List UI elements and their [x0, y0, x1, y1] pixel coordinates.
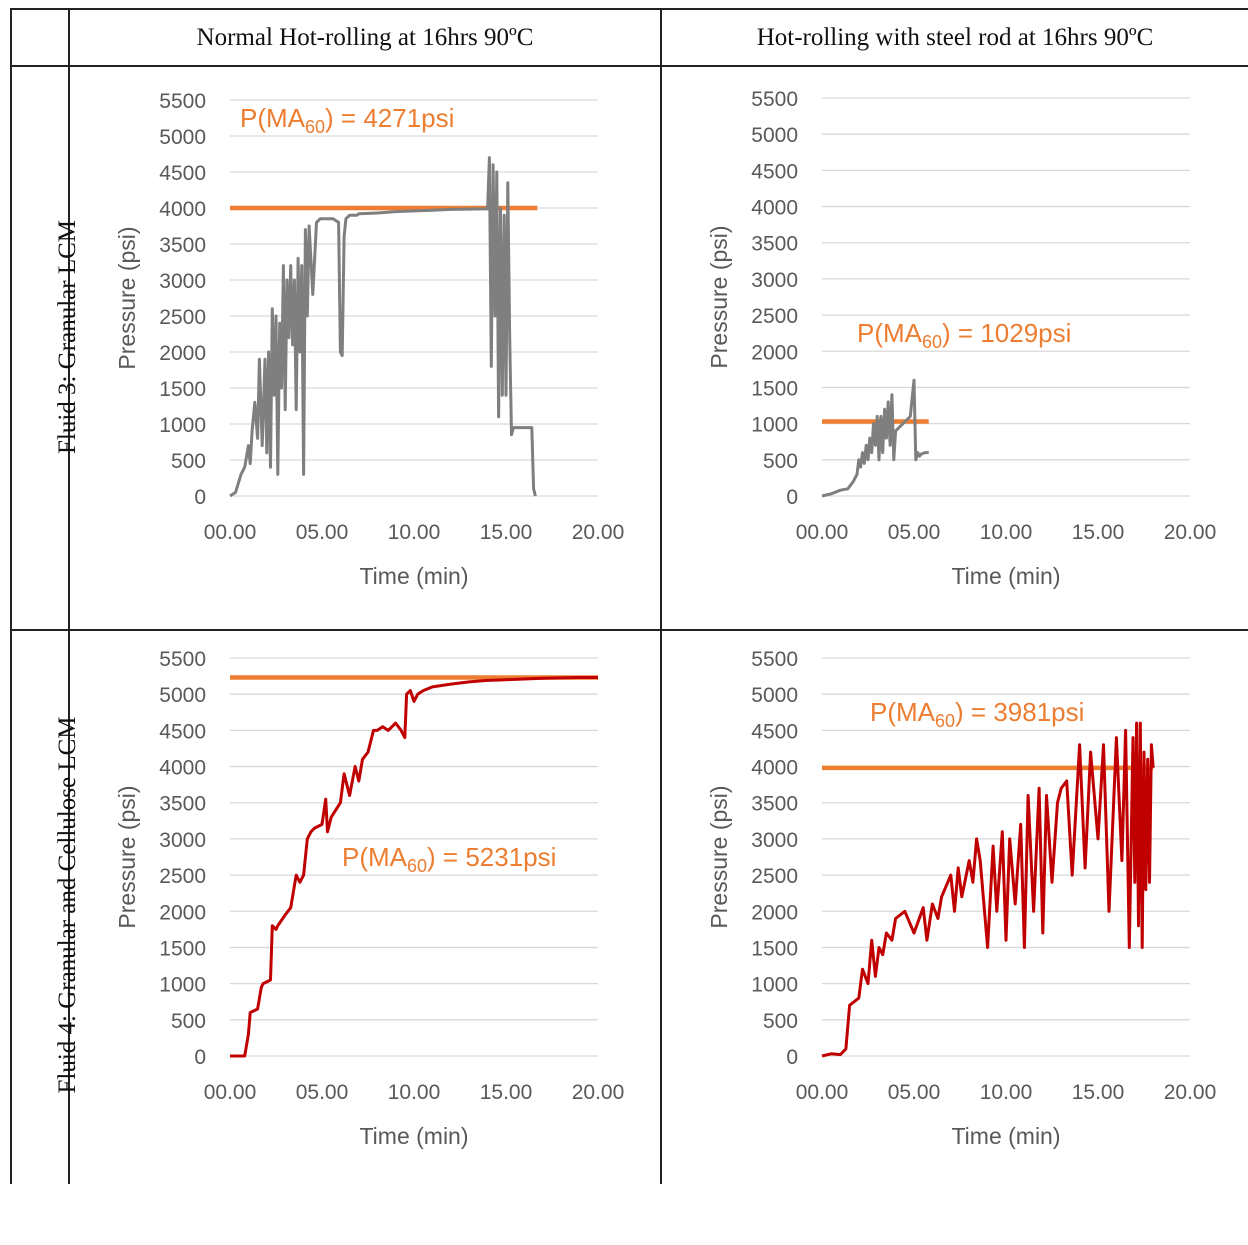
y-tick-label: 2000: [751, 901, 798, 924]
y-axis-title: Pressure (psi): [706, 785, 732, 928]
y-tick-label: 1500: [751, 937, 798, 960]
x-tick-label: 10.00: [980, 1081, 1033, 1104]
x-tick-label: 15.00: [1072, 521, 1125, 544]
y-tick-label: 5000: [751, 124, 798, 147]
y-tick-label: 500: [763, 450, 798, 473]
table-border-left: [10, 8, 12, 1184]
y-tick-label: 5000: [751, 684, 798, 707]
y-tick-label: 2500: [751, 305, 798, 328]
table-border-top: [10, 8, 1248, 10]
y-tick-label: 500: [763, 1010, 798, 1033]
y-tick-label: 0: [194, 486, 206, 509]
column-header-normal: Normal Hot-rolling at 16hrs 90ºC: [196, 23, 534, 51]
y-tick-label: 4500: [751, 160, 798, 183]
y-tick-label: 5500: [751, 648, 798, 671]
y-tick-label: 2000: [159, 342, 206, 365]
x-tick-label: 15.00: [480, 1081, 533, 1104]
y-tick-label: 1000: [159, 974, 206, 997]
x-axis-title: Time (min): [951, 563, 1060, 589]
figure-table: Normal Hot-rolling at 16hrs 90ºC Hot-rol…: [10, 8, 1248, 1184]
chart-fluid4-steel-rod: 0 500 1000 1500 2000 2500 3000 3500 4000 4500 5000…: [706, 648, 1217, 1149]
column-header-steel-rod: Hot-rolling with steel rod at 16hrs 90ºC: [756, 23, 1154, 51]
table-border-mid: [660, 8, 662, 1184]
y-tick-label: 3000: [751, 269, 798, 292]
y-tick-label: 2500: [159, 306, 206, 329]
y-tick-label: 5000: [159, 684, 206, 707]
y-tick-label: 1500: [159, 378, 206, 401]
pressure-series-line: [821, 721, 1155, 1058]
chart-fluid3-normal: 0 500 1000 1500 2000 2500 3000 3500 4000 4500 5000…: [114, 90, 625, 589]
chart-fluid4-normal: 0 500 1000 1500 2000 2500 3000 3500 4000 4500 5000…: [114, 648, 625, 1149]
x-tick-label: 05.00: [296, 521, 349, 544]
y-tick-label: 3500: [159, 793, 206, 816]
y-tick-label: 3500: [751, 793, 798, 816]
chart-fluid3-steel-rod: 0 500 1000 1500 2000 2500 3000 3500 4000 4500 5000…: [706, 88, 1217, 589]
y-tick-label: 2500: [159, 865, 206, 888]
pressure-series-line: [821, 378, 929, 498]
x-tick-label: 20.00: [1164, 1081, 1217, 1104]
y-tick-label: 500: [171, 450, 206, 473]
table-border-header-bottom: [10, 65, 1248, 67]
x-axis-title: Time (min): [359, 563, 468, 589]
x-tick-label: 15.00: [1072, 1081, 1125, 1104]
x-tick-label: 10.00: [388, 1081, 441, 1104]
y-tick-label: 3500: [159, 234, 206, 257]
y-tick-label: 4500: [159, 720, 206, 743]
y-tick-label: 3000: [159, 829, 206, 852]
y-tick-label: 500: [171, 1010, 206, 1033]
y-tick-label: 2000: [751, 341, 798, 364]
y-tick-label: 4500: [159, 162, 206, 185]
table-border-row-divider: [10, 629, 1248, 631]
x-tick-label: 05.00: [888, 1081, 941, 1104]
y-tick-label: 1000: [159, 414, 206, 437]
y-tick-label: 1500: [751, 377, 798, 400]
y-tick-label: 4000: [159, 198, 206, 221]
y-tick-label: 3000: [159, 270, 206, 293]
y-tick-label: 0: [786, 486, 798, 509]
y-tick-label: 0: [786, 1046, 798, 1069]
x-tick-label: 20.00: [572, 1081, 625, 1104]
y-tick-label: 1500: [159, 937, 206, 960]
pressure-series-line: [230, 676, 598, 1058]
x-axis-title: Time (min): [951, 1123, 1060, 1149]
x-tick-label: 00.00: [796, 521, 849, 544]
ma60-annotation: P(MA60) = 5231psi: [342, 842, 556, 876]
y-tick-label: 3000: [751, 829, 798, 852]
pressure-series-line: [229, 156, 537, 498]
ma60-annotation: P(MA60) = 4271psi: [240, 103, 454, 137]
y-tick-label: 4000: [159, 757, 206, 780]
x-tick-label: 20.00: [572, 521, 625, 544]
y-tick-label: 1000: [751, 414, 798, 437]
x-tick-label: 00.00: [796, 1081, 849, 1104]
y-tick-label: 5500: [751, 88, 798, 111]
x-axis-title: Time (min): [359, 1123, 468, 1149]
y-tick-label: 4500: [751, 720, 798, 743]
x-tick-label: 00.00: [204, 1081, 257, 1104]
y-tick-label: 4000: [751, 197, 798, 220]
ma60-annotation: P(MA60) = 1029psi: [857, 318, 1071, 352]
y-tick-label: 2000: [159, 901, 206, 924]
x-tick-label: 10.00: [980, 521, 1033, 544]
y-tick-label: 1000: [751, 974, 798, 997]
y-tick-label: 3500: [751, 233, 798, 256]
y-tick-label: 5500: [159, 90, 206, 113]
x-tick-label: 10.00: [388, 521, 441, 544]
x-tick-label: 05.00: [888, 521, 941, 544]
y-axis-title: Pressure (psi): [706, 225, 732, 368]
y-tick-label: 5500: [159, 648, 206, 671]
ma60-annotation: P(MA60) = 3981psi: [870, 697, 1084, 731]
x-tick-label: 00.00: [204, 521, 257, 544]
y-tick-label: 2500: [751, 865, 798, 888]
y-axis-title: Pressure (psi): [114, 785, 140, 928]
y-tick-label: 5000: [159, 126, 206, 149]
x-tick-label: 20.00: [1164, 521, 1217, 544]
x-tick-label: 15.00: [480, 521, 533, 544]
y-tick-label: 4000: [751, 757, 798, 780]
y-tick-label: 0: [194, 1046, 206, 1069]
y-axis-title: Pressure (psi): [114, 226, 140, 369]
table-border-label-col: [68, 8, 70, 1184]
x-tick-label: 05.00: [296, 1081, 349, 1104]
